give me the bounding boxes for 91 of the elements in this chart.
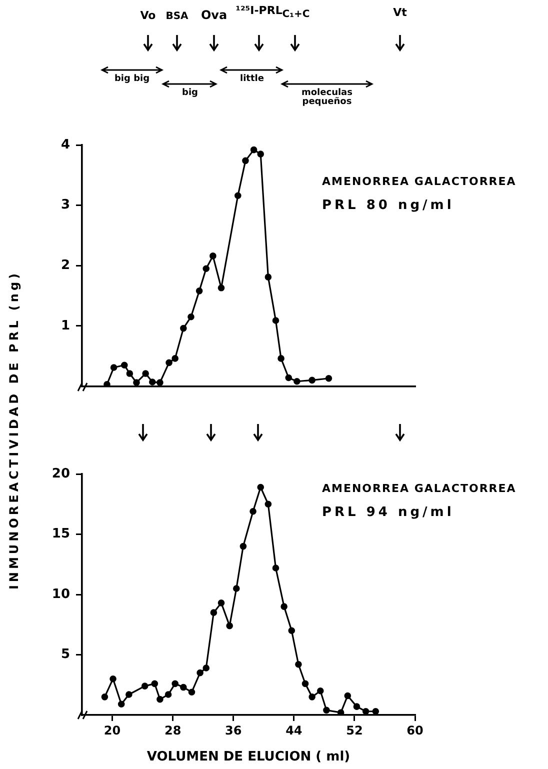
point: [337, 709, 344, 715]
point: [172, 355, 178, 362]
point: [196, 288, 203, 294]
y-tick-label: 5: [60, 647, 70, 662]
y-tick-label: 2: [60, 258, 70, 273]
text: C₁+C: [282, 9, 310, 20]
point: [210, 252, 216, 260]
annotation: AMENORREA GALACTORREA: [322, 482, 516, 495]
y-tick-label: 20: [52, 466, 70, 482]
text: big: [182, 88, 198, 98]
point: [110, 364, 118, 371]
point: [240, 542, 247, 550]
point: [151, 680, 158, 688]
point: [110, 675, 116, 682]
point: [250, 146, 258, 154]
point: [180, 324, 187, 332]
point: [294, 378, 300, 385]
point: [118, 700, 125, 708]
point: [308, 694, 316, 700]
x-tick-label: 20: [104, 723, 121, 738]
y-tick-label: 15: [52, 526, 70, 542]
point: [218, 600, 225, 606]
x-tick-label: 52: [346, 723, 363, 738]
point: [101, 694, 108, 700]
point: [142, 370, 149, 377]
point: [166, 359, 172, 366]
y-tick-label: 4: [60, 137, 70, 152]
point: [104, 380, 110, 386]
point: [288, 627, 296, 634]
point: [226, 622, 233, 630]
point: [202, 664, 210, 672]
point: [164, 691, 172, 698]
annotation: PRL 80 ng/ml: [322, 198, 454, 213]
point: [257, 484, 264, 491]
point: [362, 708, 370, 715]
x-tick-label: 36: [225, 723, 242, 738]
point: [323, 706, 330, 714]
y-tick-label: 10: [52, 586, 70, 602]
point: [188, 688, 196, 696]
text: ¹²⁵I-PRL: [236, 4, 282, 17]
text: moleculas pequeños: [300, 88, 354, 108]
point: [264, 274, 272, 280]
point: [316, 688, 324, 694]
x-axis-title: VOLUMEN DE ELUCION ( ml): [146, 750, 350, 765]
text: little: [240, 74, 264, 84]
text: Vo: [140, 9, 156, 22]
point: [156, 696, 164, 703]
annotation: PRL 94 ng/ml: [322, 505, 454, 520]
x-tick-label: 28: [164, 723, 182, 738]
point: [141, 682, 148, 690]
point: [325, 374, 332, 382]
point: [180, 684, 187, 691]
point: [232, 585, 240, 592]
text: Ova: [200, 8, 228, 22]
y-axis-title: INMUNOREACTIVIDAD DE PRL (ng): [7, 270, 21, 590]
point: [344, 692, 352, 700]
point: [372, 708, 380, 715]
point: [285, 374, 292, 382]
annotation: AMENORREA GALACTORREA: [322, 175, 516, 188]
point: [148, 378, 156, 386]
text: big big: [114, 74, 150, 84]
point: [280, 603, 288, 610]
y-tick-label: 3: [60, 198, 70, 213]
point: [264, 500, 272, 508]
point: [126, 691, 132, 698]
point: [272, 317, 280, 324]
point: [353, 703, 360, 710]
point: [302, 680, 309, 688]
point: [278, 355, 284, 362]
point: [172, 680, 178, 688]
point: [188, 313, 194, 320]
text: Vt: [393, 6, 407, 19]
point: [242, 157, 249, 164]
point: [210, 609, 218, 616]
point: [120, 362, 128, 368]
point: [218, 284, 225, 292]
point: [234, 192, 242, 200]
point: [126, 370, 134, 377]
point: [250, 508, 256, 515]
point: [202, 265, 210, 272]
text: BSA: [166, 11, 188, 22]
point: [272, 564, 280, 572]
point: [257, 150, 264, 158]
x-tick-label: 60: [406, 723, 424, 738]
point: [156, 379, 164, 386]
point: [133, 379, 140, 386]
y-tick-label: 1: [60, 318, 70, 334]
point: [295, 660, 302, 668]
x-tick-label: 44: [286, 723, 302, 738]
point: [196, 669, 204, 676]
point: [308, 376, 316, 384]
